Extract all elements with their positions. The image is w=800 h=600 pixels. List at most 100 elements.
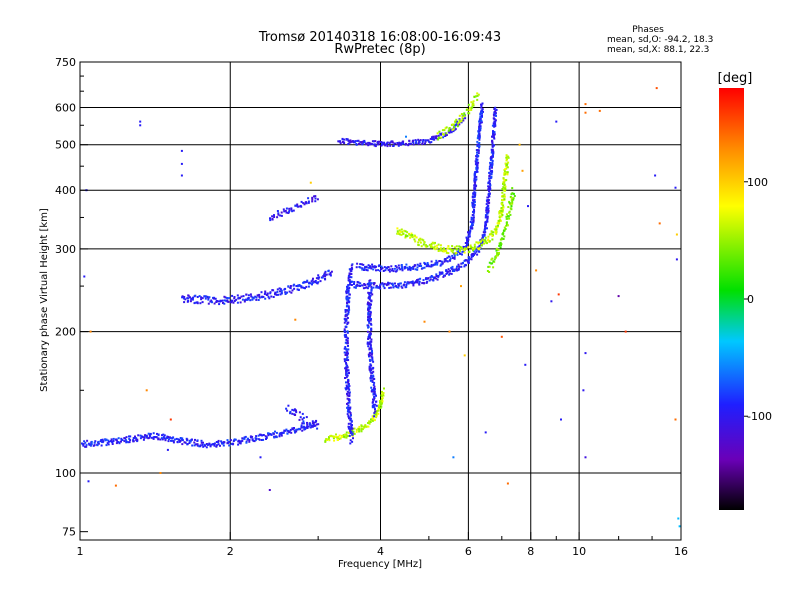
trace-point <box>379 401 381 404</box>
trace-point <box>350 414 352 417</box>
trace-point <box>348 274 350 277</box>
trace-point <box>97 442 100 445</box>
trace-point <box>280 289 283 292</box>
trace-point <box>436 247 439 250</box>
trace-point <box>372 384 375 386</box>
trace-point <box>385 143 388 146</box>
trace-point <box>296 288 299 291</box>
trace-point <box>90 440 93 443</box>
trace-point <box>378 140 381 143</box>
trace-point <box>291 428 294 431</box>
trace-point <box>371 351 373 354</box>
trace-point <box>373 143 376 146</box>
trace-point <box>488 181 491 184</box>
trace-point <box>362 287 365 290</box>
trace-point <box>493 118 496 120</box>
trace-point <box>237 296 240 299</box>
trace-point <box>479 112 482 115</box>
trace-point <box>501 191 504 194</box>
trace-point <box>426 245 429 248</box>
trace-point <box>473 208 475 211</box>
trace-point <box>285 291 288 294</box>
trace-point <box>463 249 466 251</box>
trace-point <box>344 358 347 361</box>
trace-point <box>304 287 306 290</box>
trace-point <box>492 132 494 135</box>
trace-point <box>368 295 371 298</box>
trace-point <box>365 286 368 289</box>
trace-point <box>313 280 316 283</box>
trace-point <box>419 277 422 280</box>
trace-point <box>449 259 452 262</box>
trace-point <box>337 140 340 143</box>
trace-point <box>487 207 490 210</box>
trace-point <box>324 439 327 442</box>
trace-point <box>265 436 268 439</box>
trace-point <box>493 112 496 115</box>
trace-point <box>295 428 298 431</box>
trace-point <box>483 229 486 232</box>
trace-point <box>369 294 372 297</box>
trace-point <box>395 270 398 273</box>
trace-point <box>387 283 390 286</box>
scatter-point <box>114 484 117 487</box>
trace-point <box>350 276 353 279</box>
trace-point <box>507 206 510 208</box>
trace-point <box>466 243 468 246</box>
trace-point <box>252 439 255 442</box>
trace-point <box>372 286 375 289</box>
trace-point <box>149 432 152 435</box>
trace-point <box>307 201 310 204</box>
trace-point <box>473 201 476 203</box>
trace-point <box>204 444 206 447</box>
trace-point <box>123 440 126 443</box>
x-axis-ticks: 1 2 4 6 8 10 16 <box>77 532 688 558</box>
trace-point <box>367 301 369 304</box>
trace-point <box>487 201 490 203</box>
trace-point <box>375 265 377 268</box>
trace-point <box>315 277 318 280</box>
colorbar-tick-label: 100 <box>747 176 768 189</box>
trace-point <box>357 281 360 284</box>
trace-point <box>300 205 303 208</box>
trace-point <box>505 164 508 167</box>
trace-point <box>363 139 366 142</box>
trace-point <box>466 239 469 242</box>
trace-point <box>229 439 232 442</box>
trace-point <box>486 227 488 230</box>
trace-point <box>176 441 179 444</box>
trace-point <box>375 416 378 419</box>
trace-point <box>493 125 496 128</box>
trace-point <box>511 192 514 195</box>
trace-point <box>355 143 358 145</box>
trace-point <box>488 179 491 182</box>
trace-point <box>380 405 383 408</box>
trace-point <box>160 437 163 440</box>
trace-point <box>347 385 350 388</box>
trace-point <box>360 263 363 266</box>
trace-point <box>367 313 370 316</box>
trace-point <box>289 410 292 413</box>
trace-point <box>467 231 469 234</box>
legend-line-x: mean, sd,X: 88.1, 22.3 <box>607 45 709 55</box>
trace-point <box>277 293 280 296</box>
trace-point <box>452 249 455 252</box>
trace-point <box>354 286 357 289</box>
trace-point <box>82 444 85 447</box>
trace-point <box>200 439 203 442</box>
trace-point <box>343 138 345 141</box>
trace-point <box>416 279 419 281</box>
trace-point <box>418 280 421 283</box>
trace-point <box>347 344 349 347</box>
trace-point <box>353 432 356 435</box>
trace-point <box>349 432 352 434</box>
trace-point <box>374 408 376 411</box>
trace-point <box>355 266 358 269</box>
trace-point <box>442 133 445 136</box>
x-tick-label: 1 <box>77 545 84 558</box>
trace-point <box>302 422 305 425</box>
trace-point <box>478 125 481 128</box>
scatter-point <box>524 363 527 366</box>
scatter-point <box>560 418 562 421</box>
trace-point <box>368 298 371 301</box>
